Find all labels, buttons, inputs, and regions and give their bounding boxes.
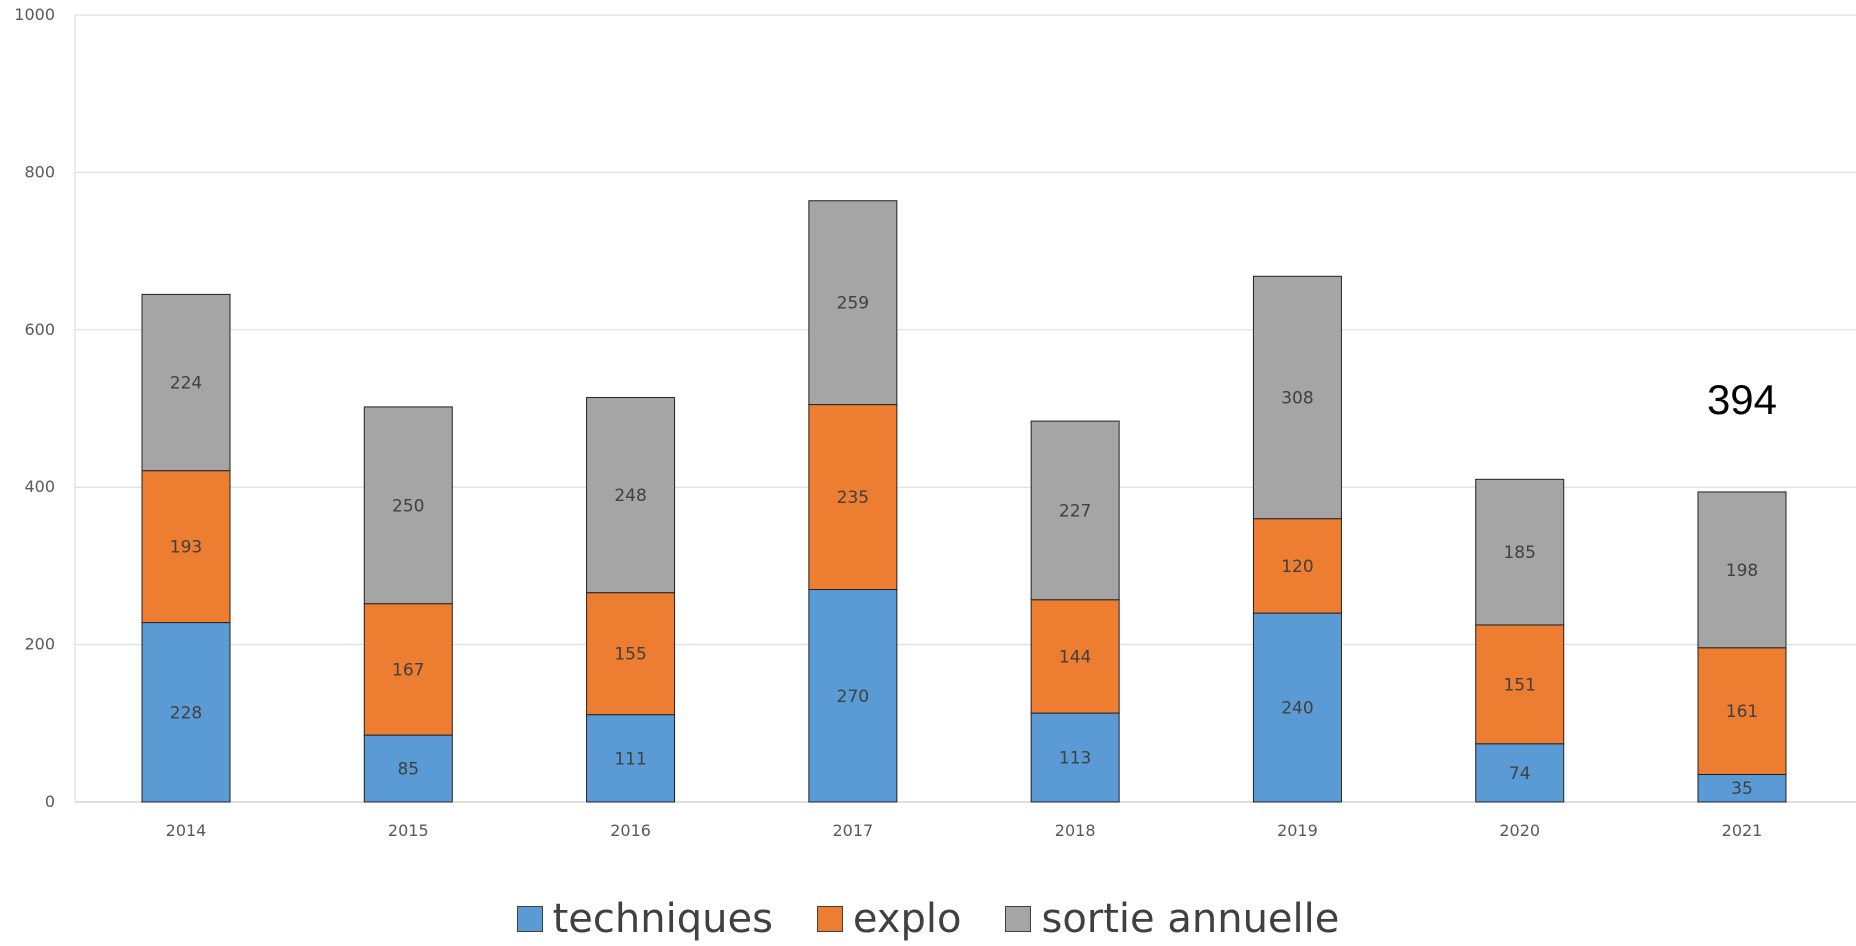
bar-segment	[363, 603, 453, 736]
x-tick-label: 2019	[1277, 821, 1318, 840]
legend-swatch	[816, 906, 843, 932]
legend-item: explo	[816, 895, 962, 943]
bar-segment	[1252, 518, 1342, 614]
y-tick-label: 0	[45, 792, 55, 811]
bar-segment	[808, 589, 898, 803]
bar-segment	[586, 714, 676, 803]
data-label: 240	[1281, 699, 1313, 719]
data-label: 228	[170, 703, 202, 723]
data-label: 248	[614, 486, 646, 506]
bar-segment	[586, 592, 676, 716]
legend-label: explo	[852, 896, 962, 942]
x-tick-label: 2015	[388, 821, 429, 840]
data-label: 155	[614, 645, 646, 665]
annotation: 394	[1707, 376, 1777, 423]
legend-label: techniques	[552, 896, 773, 942]
bar-segment	[1697, 647, 1787, 775]
x-tick-label: 2014	[166, 821, 207, 840]
bar-segment	[1252, 275, 1342, 520]
data-label: 235	[837, 488, 869, 508]
bar-segment	[586, 396, 676, 594]
bar-segment	[1475, 743, 1565, 803]
x-tick-label: 2021	[1722, 821, 1763, 840]
data-label: 113	[1059, 749, 1091, 769]
legend-item: sortie annuelle	[1005, 895, 1339, 943]
bar-segment	[1475, 624, 1565, 745]
data-label: 227	[1059, 501, 1091, 521]
data-label: 85	[397, 760, 419, 780]
bar-segment	[1475, 478, 1565, 626]
y-tick-label: 600	[24, 320, 55, 339]
data-label: 111	[614, 749, 646, 769]
bar-segment	[1030, 420, 1120, 601]
bar-segment	[1030, 599, 1120, 714]
y-tick-label: 400	[24, 477, 55, 496]
data-label: 144	[1059, 647, 1091, 667]
data-label: 35	[1731, 779, 1753, 799]
y-axis-ticks: 0 200 400 600 800 1000	[14, 5, 55, 811]
data-label: 270	[837, 687, 869, 707]
y-tick-label: 1000	[14, 5, 55, 24]
data-label: 74	[1509, 764, 1531, 784]
bar-segment	[1252, 612, 1342, 803]
x-tick-label: 2016	[610, 821, 651, 840]
bar-segment	[1697, 773, 1787, 803]
annotations: 394	[1707, 376, 1777, 423]
data-label: 151	[1503, 675, 1535, 695]
bar-segment	[363, 406, 453, 605]
bar-segment	[808, 200, 898, 406]
bar-segment	[141, 622, 231, 803]
legend-swatch	[1005, 906, 1032, 932]
bar-segment	[141, 293, 231, 472]
legend-swatch	[516, 906, 543, 932]
bar-segment	[1030, 712, 1120, 803]
data-label: 120	[1281, 557, 1313, 577]
bar-segment	[363, 734, 453, 803]
legend-label: sortie annuelle	[1041, 896, 1340, 942]
data-label: 185	[1503, 543, 1535, 563]
bar-segment	[141, 470, 231, 624]
y-tick-label: 800	[24, 162, 55, 181]
bar-segment	[1697, 491, 1787, 649]
gridlines	[74, 14, 1856, 803]
y-tick-label: 200	[24, 635, 55, 654]
x-tick-label: 2017	[832, 821, 873, 840]
legend-item: techniques	[516, 895, 773, 943]
data-label: 161	[1726, 702, 1758, 722]
x-axis-ticks: 2014 2015 2016 2017 2018 2019 2020 2021	[166, 821, 1763, 840]
data-label: 224	[170, 374, 202, 394]
data-label: 259	[837, 294, 869, 314]
data-label: 193	[170, 538, 202, 558]
data-label: 308	[1281, 388, 1313, 408]
x-tick-label: 2018	[1055, 821, 1096, 840]
legend: techniques explo sortie annuelle	[0, 895, 1856, 943]
data-labels: 228 193 224 85 167 250 111 155 248 270 235 259 113 14…	[170, 294, 1758, 800]
bars	[141, 200, 1787, 803]
bar-segment	[808, 404, 898, 591]
x-tick-label: 2020	[1499, 821, 1540, 840]
data-label: 250	[392, 496, 424, 516]
data-label: 167	[392, 660, 424, 680]
data-label: 198	[1726, 561, 1758, 581]
